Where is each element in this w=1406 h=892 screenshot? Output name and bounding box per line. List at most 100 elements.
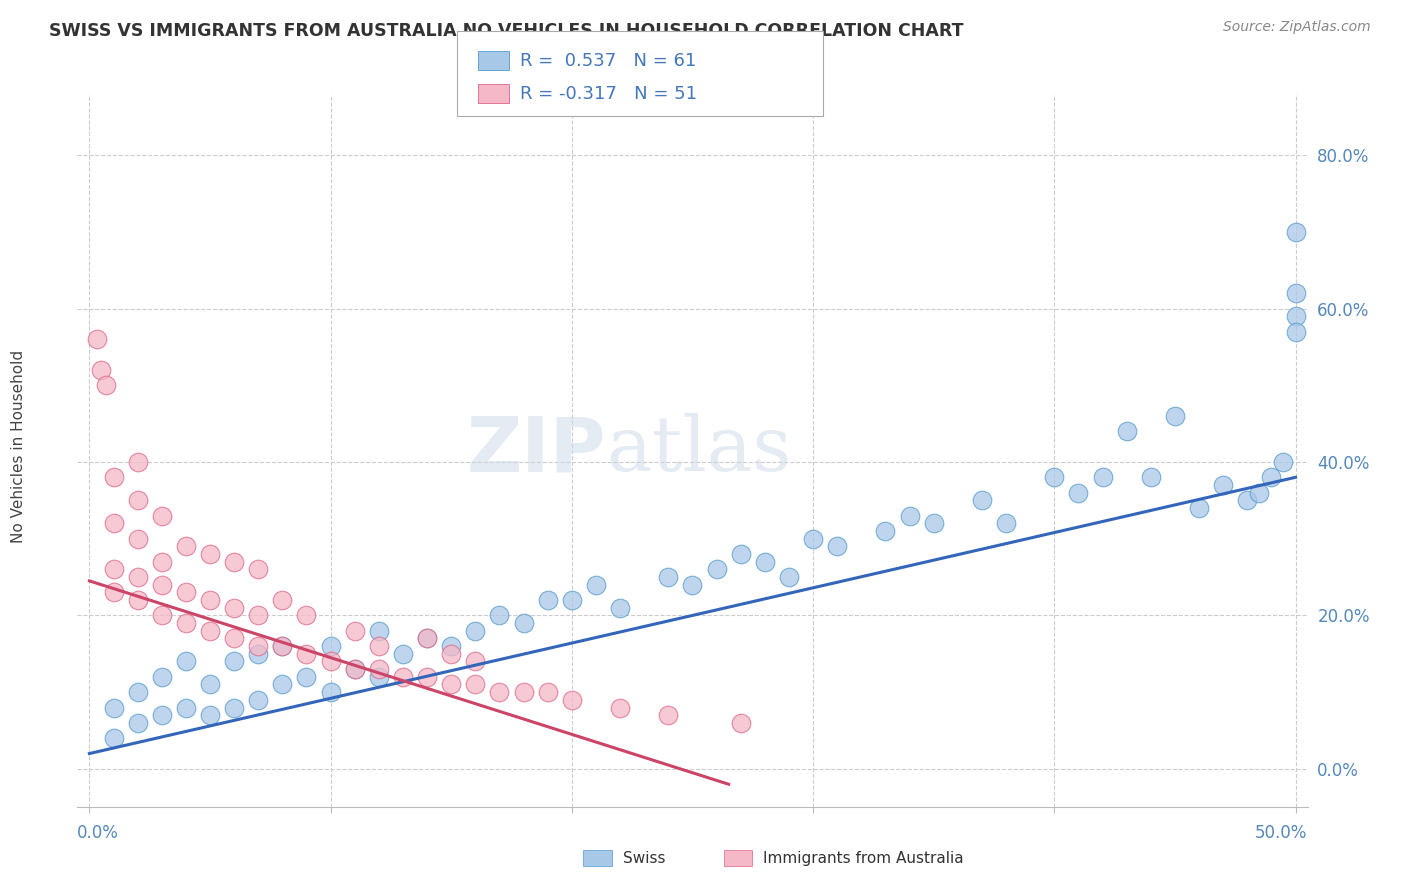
Point: [512, 616, 534, 631]
Point: [198, 593, 221, 607]
Point: [730, 715, 752, 730]
Point: [801, 532, 824, 546]
Point: [271, 593, 294, 607]
Text: R =  0.537   N = 61: R = 0.537 N = 61: [520, 52, 696, 70]
Text: 0.0%: 0.0%: [77, 824, 120, 842]
Point: [1272, 455, 1295, 469]
Point: [224, 655, 246, 669]
Point: [86, 332, 108, 346]
Point: [103, 562, 125, 576]
Point: [295, 670, 318, 684]
Point: [995, 516, 1018, 531]
Point: [416, 670, 439, 684]
Point: [367, 624, 389, 638]
Point: [1284, 325, 1306, 339]
Point: [464, 677, 486, 691]
Point: [585, 578, 607, 592]
Point: [970, 493, 993, 508]
Point: [103, 731, 125, 746]
Point: [150, 670, 173, 684]
Text: atlas: atlas: [606, 414, 792, 487]
Point: [898, 508, 921, 523]
Point: [754, 555, 776, 569]
Point: [343, 624, 366, 638]
Point: [1249, 485, 1271, 500]
Point: [319, 685, 342, 699]
Point: [103, 585, 125, 599]
Point: [609, 600, 631, 615]
Point: [127, 532, 149, 546]
Text: R = -0.317   N = 51: R = -0.317 N = 51: [520, 85, 697, 103]
Point: [416, 632, 439, 646]
Point: [127, 685, 149, 699]
Point: [271, 639, 294, 653]
Point: [224, 555, 246, 569]
Point: [247, 647, 270, 661]
Point: [440, 639, 463, 653]
Point: [657, 570, 679, 584]
Text: No Vehicles in Household: No Vehicles in Household: [11, 350, 25, 542]
Point: [198, 708, 221, 723]
Point: [512, 685, 534, 699]
Point: [103, 516, 125, 531]
Point: [174, 616, 197, 631]
Point: [174, 585, 197, 599]
Point: [319, 639, 342, 653]
Point: [1139, 470, 1161, 484]
Point: [537, 593, 560, 607]
Point: [488, 608, 510, 623]
Point: [706, 562, 728, 576]
Point: [440, 647, 463, 661]
Point: [561, 693, 583, 707]
Point: [295, 608, 318, 623]
Point: [1284, 309, 1306, 323]
Point: [1115, 424, 1137, 438]
Point: [150, 608, 173, 623]
Point: [537, 685, 560, 699]
Point: [778, 570, 800, 584]
Point: [247, 562, 270, 576]
Point: [247, 608, 270, 623]
Point: [127, 715, 149, 730]
Point: [657, 708, 679, 723]
Point: [150, 708, 173, 723]
Text: SWISS VS IMMIGRANTS FROM AUSTRALIA NO VEHICLES IN HOUSEHOLD CORRELATION CHART: SWISS VS IMMIGRANTS FROM AUSTRALIA NO VE…: [49, 22, 963, 40]
Point: [1284, 225, 1306, 239]
Point: [198, 677, 221, 691]
Point: [127, 455, 149, 469]
Point: [319, 655, 342, 669]
Point: [464, 655, 486, 669]
Point: [1067, 485, 1090, 500]
Text: Swiss: Swiss: [623, 851, 665, 865]
Point: [682, 578, 704, 592]
Point: [343, 662, 366, 676]
Point: [150, 508, 173, 523]
Point: [224, 600, 246, 615]
Point: [367, 670, 389, 684]
Point: [174, 655, 197, 669]
Point: [1188, 501, 1211, 516]
Point: [150, 578, 173, 592]
Point: [392, 670, 415, 684]
Point: [1284, 286, 1306, 301]
Text: ZIP: ZIP: [467, 414, 606, 487]
Point: [90, 363, 112, 377]
Point: [1260, 470, 1282, 484]
Point: [392, 647, 415, 661]
Point: [271, 677, 294, 691]
Point: [247, 639, 270, 653]
Point: [1091, 470, 1114, 484]
Point: [127, 493, 149, 508]
Point: [367, 662, 389, 676]
Point: [343, 662, 366, 676]
Point: [464, 624, 486, 638]
Point: [198, 547, 221, 561]
Point: [730, 547, 752, 561]
Point: [488, 685, 510, 699]
Text: 50.0%: 50.0%: [1256, 824, 1308, 842]
Point: [174, 540, 197, 554]
Point: [103, 700, 125, 714]
Point: [295, 647, 318, 661]
Point: [416, 632, 439, 646]
Point: [440, 677, 463, 691]
